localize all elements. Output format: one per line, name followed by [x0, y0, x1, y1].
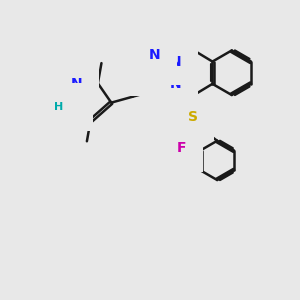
Text: N: N: [70, 77, 82, 91]
Text: N: N: [169, 77, 181, 91]
Text: S: S: [188, 110, 197, 124]
Text: H: H: [54, 101, 64, 112]
Text: F: F: [177, 141, 187, 155]
Text: N: N: [135, 66, 147, 80]
Text: N: N: [169, 55, 181, 69]
Text: N: N: [148, 48, 160, 62]
Text: N: N: [64, 100, 76, 114]
